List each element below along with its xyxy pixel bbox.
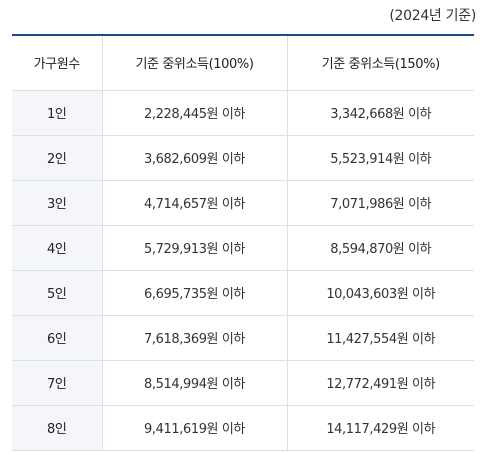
household-size-cell: 7인 (12, 360, 102, 406)
median-100-cell: 6,695,735원 이하 (101, 270, 287, 316)
median-100-cell: 3,682,609원 이하 (101, 135, 287, 181)
table-row: 6인 7,618,369원 이하 11,427,554원 이하 (12, 315, 474, 361)
household-size-cell: 3인 (12, 180, 102, 226)
header-median-100: 기준 중위소득(100%) (101, 35, 287, 91)
median-income-table: 가구원수 기준 중위소득(100%) 기준 중위소득(150%) 1인 2,22… (12, 34, 474, 451)
household-size-cell: 4인 (12, 225, 102, 271)
table-row: 1인 2,228,445원 이하 3,342,668원 이하 (12, 90, 474, 136)
household-size-cell: 6인 (12, 315, 102, 361)
table-row: 2인 3,682,609원 이하 5,523,914원 이하 (12, 135, 474, 181)
header-household-size: 가구원수 (12, 35, 102, 91)
median-150-cell: 12,772,491원 이하 (286, 360, 474, 406)
median-150-cell: 3,342,668원 이하 (286, 90, 474, 136)
table-row: 7인 8,514,994원 이하 12,772,491원 이하 (12, 360, 474, 406)
table-header: 가구원수 기준 중위소득(100%) 기준 중위소득(150%) (12, 35, 474, 91)
median-150-cell: 14,117,429원 이하 (286, 405, 474, 451)
table-caption: (2024년 기준) (389, 8, 476, 24)
median-100-cell: 9,411,619원 이하 (101, 405, 287, 451)
header-median-150: 기준 중위소득(150%) (286, 35, 474, 91)
median-100-cell: 5,729,913원 이하 (101, 225, 287, 271)
header-row: 가구원수 기준 중위소득(100%) 기준 중위소득(150%) (12, 35, 474, 91)
median-100-cell: 2,228,445원 이하 (101, 90, 287, 136)
household-size-cell: 8인 (12, 405, 102, 451)
household-size-cell: 2인 (12, 135, 102, 181)
household-size-cell: 5인 (12, 270, 102, 316)
table-row: 8인 9,411,619원 이하 14,117,429원 이하 (12, 405, 474, 451)
table-row: 5인 6,695,735원 이하 10,043,603원 이하 (12, 270, 474, 316)
table-row: 4인 5,729,913원 이하 8,594,870원 이하 (12, 225, 474, 271)
table-body: 1인 2,228,445원 이하 3,342,668원 이하 2인 3,682,… (12, 90, 474, 451)
median-150-cell: 11,427,554원 이하 (286, 315, 474, 361)
median-100-cell: 4,714,657원 이하 (101, 180, 287, 226)
median-150-cell: 10,043,603원 이하 (286, 270, 474, 316)
median-100-cell: 8,514,994원 이하 (101, 360, 287, 406)
median-100-cell: 7,618,369원 이하 (101, 315, 287, 361)
table-row: 3인 4,714,657원 이하 7,071,986원 이하 (12, 180, 474, 226)
median-150-cell: 7,071,986원 이하 (286, 180, 474, 226)
median-150-cell: 5,523,914원 이하 (286, 135, 474, 181)
household-size-cell: 1인 (12, 90, 102, 136)
median-150-cell: 8,594,870원 이하 (286, 225, 474, 271)
